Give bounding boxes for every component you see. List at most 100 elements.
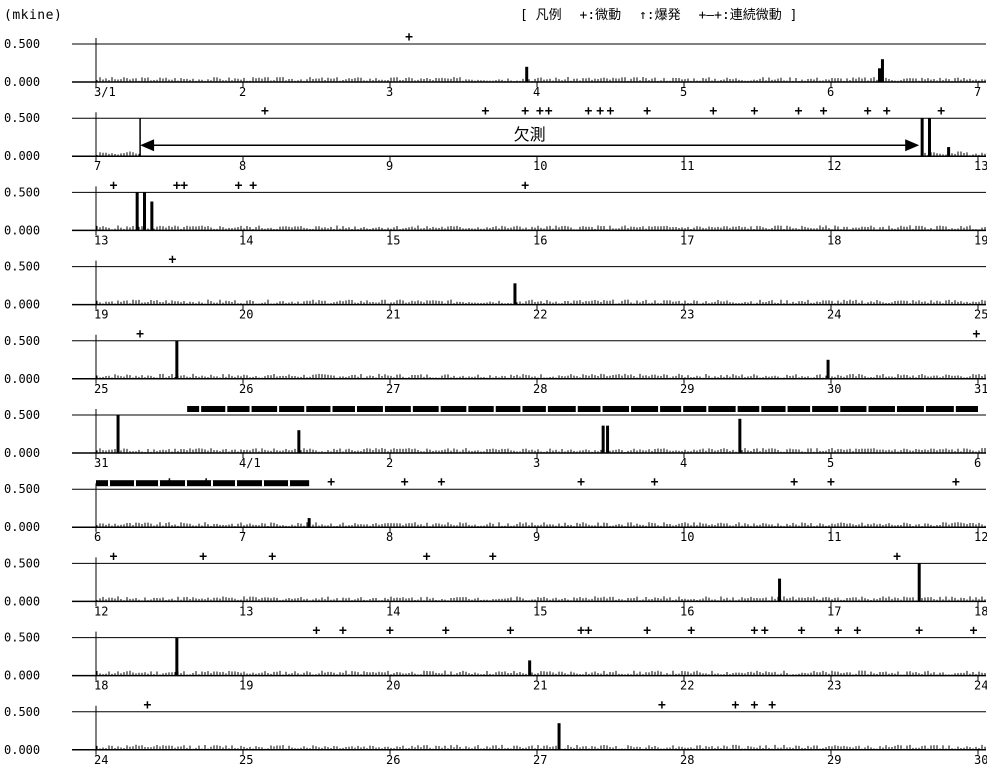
amplitude-spike: [135, 192, 139, 231]
continuous-tremor-break: [681, 406, 684, 412]
x-tick-label: 7: [94, 159, 101, 173]
y-tick-label: 0.000: [4, 75, 40, 89]
amplitude-spike: [143, 192, 147, 231]
tremor-mark: +: [442, 624, 450, 639]
tremor-mark: +: [339, 624, 347, 639]
tremor-mark: +: [584, 104, 592, 119]
continuous-tremor-break: [410, 406, 413, 412]
x-tick-label: 22: [680, 679, 694, 693]
x-tick-label: 19: [974, 233, 987, 247]
y-tick-label: 0.000: [4, 594, 40, 608]
x-tick-label: 10: [533, 159, 547, 173]
tremor-mark: +: [834, 624, 842, 639]
y-tick-label: 0.500: [4, 260, 40, 274]
tremor-mark: +: [751, 698, 759, 713]
tremor-mark: +: [536, 104, 544, 119]
x-tick-label: 23: [680, 308, 694, 322]
continuous-tremor-break: [277, 406, 280, 412]
noise-trace: [96, 448, 986, 453]
x-tick-label: 7: [974, 85, 981, 99]
tremor-mark: +: [313, 624, 321, 639]
x-tick-label: 23: [827, 679, 841, 693]
tremor-mark: +: [577, 624, 585, 639]
continuous-tremor-break: [466, 406, 469, 412]
y-tick-label: 0.500: [4, 334, 40, 348]
x-tick-label: 5: [827, 456, 834, 470]
tremor-mark: +: [584, 624, 592, 639]
tremor-mark: +: [489, 549, 497, 564]
x-tick-label: 2: [239, 85, 246, 99]
amplitude-spike: [307, 518, 311, 528]
tremor-mark: +: [952, 475, 960, 490]
x-tick-label: 11: [680, 159, 694, 173]
tremor-mark: +: [405, 30, 413, 45]
tremor-mark: +: [643, 104, 651, 119]
x-tick-label: 20: [386, 679, 400, 693]
noise-trace: [96, 670, 986, 676]
continuous-tremor-break: [249, 406, 252, 412]
legend-item-explosion: ↑:爆発: [638, 8, 681, 23]
amplitude-spike: [150, 201, 154, 231]
y-tick-label: 0.500: [4, 631, 40, 645]
tremor-mark: +: [249, 178, 257, 193]
tremor-mark: +: [687, 624, 695, 639]
tremor-mark: +: [915, 624, 923, 639]
legend-item-tremor: +:微動: [579, 8, 622, 23]
amplitude-spike: [175, 637, 179, 676]
tremor-mark: +: [970, 624, 978, 639]
x-tick-label: 17: [827, 604, 841, 618]
tremor-mark: +: [709, 104, 717, 119]
y-tick-label: 0.000: [4, 298, 40, 312]
x-tick-label: 14: [386, 604, 400, 618]
continuous-tremor-break: [235, 480, 237, 487]
continuous-tremor-break: [923, 406, 926, 412]
tremor-mark: +: [798, 624, 806, 639]
continuous-tremor-break: [785, 406, 788, 412]
y-tick-label: 0.000: [4, 520, 40, 534]
legend-item-continuous-tremor: +—+:連続微動: [698, 8, 782, 23]
legend-open-bracket: [: [520, 8, 528, 23]
continuous-tremor-break: [225, 406, 228, 412]
x-tick-label: 8: [386, 530, 393, 544]
y-tick-label: 0.500: [4, 705, 40, 719]
x-tick-label: 29: [680, 382, 694, 396]
y-tick-label: 0.500: [4, 185, 40, 199]
x-tick-label: 24: [94, 753, 108, 764]
x-tick-label: 6: [974, 456, 981, 470]
x-tick-label: 17: [680, 233, 694, 247]
x-tick-label: 3: [386, 85, 393, 99]
x-tick-label: 25: [974, 308, 987, 322]
x-tick-label: 9: [386, 159, 393, 173]
tremor-mark: +: [864, 104, 872, 119]
amplitude-spike: [557, 723, 561, 750]
y-tick-label: 0.500: [4, 111, 40, 125]
amplitude-spike: [947, 147, 951, 157]
continuous-tremor-break: [108, 480, 110, 487]
continuous-tremor-break: [706, 406, 709, 412]
y-tick-label: 0.500: [4, 556, 40, 570]
continuous-tremor-break: [759, 406, 762, 412]
continuous-tremor-break: [735, 406, 738, 412]
amplitude-spike: [528, 660, 532, 676]
tremor-mark: +: [795, 104, 803, 119]
x-tick-label: 8: [239, 159, 246, 173]
tremor-mark: +: [790, 475, 798, 490]
tremor-mark: +: [827, 475, 835, 490]
legend-title: 凡例: [535, 8, 562, 23]
x-tick-label: 19: [239, 679, 253, 693]
unit-label: (mkine): [4, 8, 63, 23]
tremor-mark: +: [199, 549, 207, 564]
noise-trace: [96, 77, 986, 82]
continuous-tremor-break: [382, 406, 385, 412]
amplitude-spike: [513, 283, 517, 305]
tremor-mark: +: [521, 178, 529, 193]
x-tick-label: 12: [827, 159, 841, 173]
continuous-tremor-break: [520, 406, 523, 412]
amplitude-spike: [525, 66, 529, 82]
tremor-mark: +: [893, 549, 901, 564]
x-tick-label: 21: [533, 679, 547, 693]
noise-trace: [96, 522, 986, 528]
tremor-mark: +: [327, 475, 335, 490]
continuous-tremor-break: [658, 406, 661, 412]
